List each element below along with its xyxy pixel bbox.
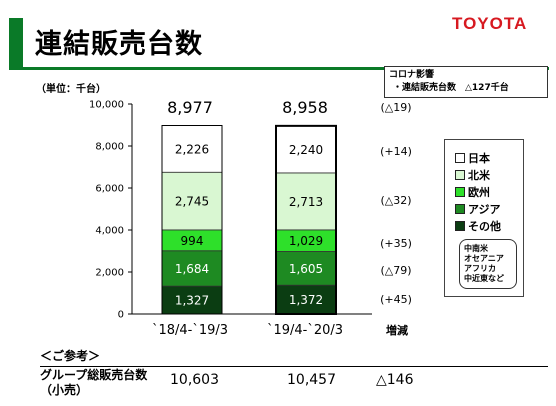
reference-change: △146 (376, 372, 414, 388)
change-label: (+45) (380, 293, 412, 306)
y-tick-label: 2,000 (95, 268, 124, 279)
data-label: 1,605 (289, 262, 323, 276)
note-line-2: ・連結販売台数 △127千台 (393, 83, 509, 93)
change-label: (△32) (380, 194, 411, 207)
legend-swatch (455, 204, 465, 214)
title-band: 連結販売台数 (0, 14, 556, 72)
legend: 日本 北米 欧州 アジア その他 中南米 オセアニア アフリカ 中近東など (444, 139, 524, 297)
unit-label: （単位：千台） (36, 82, 106, 95)
data-label: 2,226 (175, 142, 209, 156)
page-title: 連結販売台数 (35, 29, 203, 60)
x-tick-label: `18/4-`19/3 (152, 323, 228, 338)
reference-value-fy20: 10,457 (287, 372, 336, 388)
y-tick-label: 10,000 (89, 100, 124, 111)
covid-impact-note: コロナ影響 ・連結販売台数 △127千台 (384, 66, 548, 98)
change-header: 増減 (386, 323, 408, 337)
total-label: 8,977 (167, 98, 213, 117)
legend-item-japan: 日本 (455, 150, 490, 166)
reference-row-label: グループ総販売台数 （小売） (40, 368, 148, 397)
bar-segment (161, 250, 223, 287)
bar-segment (275, 251, 337, 286)
data-label: 1,029 (289, 234, 323, 248)
note-line-1: コロナ影響 (389, 70, 435, 80)
data-label: 1,684 (175, 262, 209, 276)
change-label: (△79) (380, 264, 411, 277)
legend-swatch (455, 170, 465, 180)
bar-outline (161, 125, 223, 315)
legend-item-other: その他 (455, 218, 501, 234)
y-tick-label: 4,000 (95, 226, 124, 237)
x-tick-label: `19/4-`20/3 (267, 323, 343, 338)
data-label: 1,327 (175, 294, 209, 308)
bar-segment (275, 125, 337, 174)
title-accent-bar (9, 18, 23, 68)
data-label: 2,240 (289, 143, 323, 157)
total-label: 8,958 (282, 98, 328, 117)
change-label: (+14) (380, 145, 412, 158)
legend-swatch (455, 187, 465, 197)
y-tick-label: 0 (118, 310, 124, 321)
legend-swatch (455, 153, 465, 163)
y-tick-label: 8,000 (95, 142, 124, 153)
bar-outline (275, 124, 337, 316)
other-regions-note: 中南米 オセアニア アフリカ 中近東など (459, 239, 517, 289)
change-label: (△19) (380, 101, 411, 114)
bar-segment (161, 285, 223, 315)
data-label: 2,713 (289, 195, 323, 209)
change-label: (+35) (380, 237, 412, 250)
reference-value-fy19: 10,603 (170, 372, 219, 388)
y-tick-label: 6,000 (95, 184, 124, 195)
legend-item-asia: アジア (455, 201, 501, 217)
legend-item-north-america: 北米 (455, 167, 490, 183)
data-label: 2,745 (175, 195, 209, 209)
data-label: 994 (181, 234, 204, 248)
bar-segment (161, 171, 223, 231)
reference-title: ＜ご参考＞ (40, 347, 548, 367)
legend-swatch (455, 221, 465, 231)
legend-item-europe: 欧州 (455, 184, 490, 200)
data-label: 1,372 (289, 293, 323, 307)
brand-logo: TOYOTA (452, 14, 528, 33)
title-rule (9, 67, 549, 70)
